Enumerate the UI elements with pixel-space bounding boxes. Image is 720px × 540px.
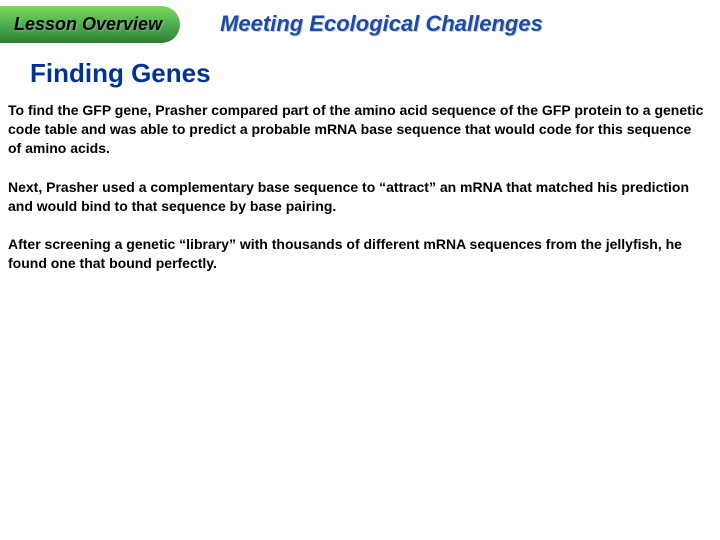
paragraph-3: After screening a genetic “library” with… [8,235,708,273]
lesson-overview-badge: Lesson Overview [0,6,180,43]
header-bar: Lesson Overview Meeting Ecological Chall… [0,0,720,48]
section-title: Finding Genes [30,58,720,89]
paragraph-1: To find the GFP gene, Prasher compared p… [8,101,708,158]
paragraph-2: Next, Prasher used a complementary base … [8,178,708,216]
header-title: Meeting Ecological Challenges [180,11,720,37]
lesson-badge-label: Lesson Overview [14,14,162,34]
